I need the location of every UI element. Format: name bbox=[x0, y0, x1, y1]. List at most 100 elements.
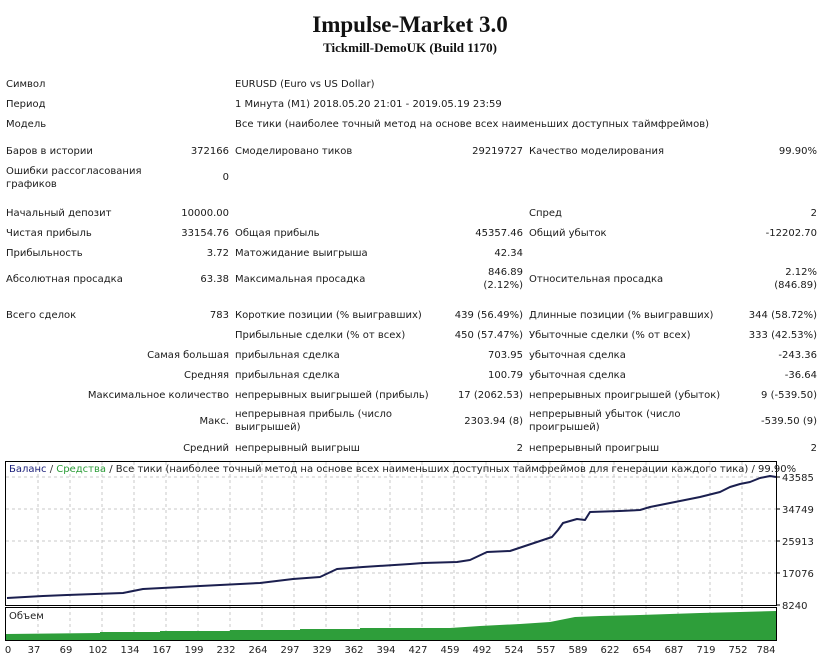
average-profit-label: прибыльная сделка bbox=[235, 370, 340, 381]
max-cons-losses-value: 9 (-539.50) bbox=[761, 390, 817, 401]
long-label: Длинные позиции (% выигравших) bbox=[529, 310, 714, 321]
total-trades-value: 783 bbox=[209, 310, 229, 321]
average-profit-value: 100.79 bbox=[488, 370, 523, 381]
legend-equity: Средства bbox=[56, 464, 106, 475]
max-cons-loss-label-1: непрерывный убыток (число bbox=[529, 409, 681, 420]
svg-text:654: 654 bbox=[632, 645, 651, 656]
average-loss-label: убыточная сделка bbox=[529, 370, 626, 381]
abs-drawdown-label: Абсолютная просадка bbox=[6, 274, 123, 285]
max-cons-profit-label-1: непрерывная прибыль (число bbox=[235, 409, 392, 420]
balance-chart: Баланс / Средства / Все тики (наиболее т… bbox=[5, 461, 814, 656]
max-label: Макс. bbox=[199, 416, 229, 427]
svg-text:25913: 25913 bbox=[782, 537, 814, 548]
average-loss-value: -36.64 bbox=[784, 370, 817, 381]
balance-line bbox=[6, 475, 777, 599]
max-cons-wins-label: непрерывных выигрышей (прибыль) bbox=[235, 390, 429, 401]
svg-text:232: 232 bbox=[216, 645, 235, 656]
svg-text:199: 199 bbox=[184, 645, 203, 656]
svg-text:8240: 8240 bbox=[782, 601, 807, 612]
profit-factor-label: Прибыльность bbox=[6, 248, 83, 259]
svg-text:264: 264 bbox=[248, 645, 267, 656]
svg-text:102: 102 bbox=[88, 645, 107, 656]
loss-trades-value: 333 (42.53%) bbox=[748, 330, 817, 341]
volume-label: Объем bbox=[9, 611, 44, 622]
report-title: Impulse-Market 3.0 bbox=[312, 12, 508, 37]
largest-profit-value: 703.95 bbox=[488, 350, 523, 361]
ticks-value: 29219727 bbox=[472, 146, 523, 157]
svg-text:134: 134 bbox=[120, 645, 139, 656]
expected-payoff-label: Матожидание выигрыша bbox=[235, 248, 368, 259]
avg-cons-losses-label: непрерывный проигрыш bbox=[529, 443, 660, 454]
net-profit-value: 33154.76 bbox=[181, 228, 229, 239]
svg-text:459: 459 bbox=[440, 645, 459, 656]
ticks-label: Смоделировано тиков bbox=[235, 146, 353, 157]
short-value: 439 (56.49%) bbox=[454, 310, 523, 321]
gross-loss-value: -12202.70 bbox=[765, 228, 817, 239]
net-profit-label: Чистая прибыль bbox=[6, 228, 92, 239]
volume-panel-frame bbox=[5, 607, 777, 641]
x-axis: 0 37 69 102 134 167 199 232 264 297 329 … bbox=[5, 645, 776, 656]
avg-cons-wins-label: непрерывный выигрыш bbox=[235, 443, 360, 454]
report-subtitle: Tickmill-DemoUK (Build 1170) bbox=[323, 40, 497, 55]
loss-trades-label: Убыточные сделки (% от всех) bbox=[529, 330, 691, 341]
avg-cons-losses-value: 2 bbox=[810, 443, 817, 454]
max-drawdown-value: 846.89 bbox=[488, 267, 523, 278]
largest-loss-value: -243.36 bbox=[778, 350, 817, 361]
svg-text:752: 752 bbox=[728, 645, 747, 656]
largest-profit-label: прибыльная сделка bbox=[235, 350, 340, 361]
max-cons-wins-value: 17 (2062.53) bbox=[457, 390, 523, 401]
symbol-label: Символ bbox=[6, 79, 46, 90]
chart-legend: Баланс / Средства / Все тики (наиболее т… bbox=[9, 464, 796, 475]
svg-text:784: 784 bbox=[756, 645, 775, 656]
quality-label: Качество моделирования bbox=[529, 146, 664, 157]
long-value: 344 (58.72%) bbox=[748, 310, 817, 321]
abs-drawdown-value: 63.38 bbox=[200, 274, 229, 285]
deposit-label: Начальный депозит bbox=[6, 208, 112, 219]
svg-text:34749: 34749 bbox=[782, 505, 814, 516]
svg-text:687: 687 bbox=[664, 645, 683, 656]
largest-label: Самая большая bbox=[147, 350, 229, 361]
svg-text:427: 427 bbox=[408, 645, 427, 656]
period-value: 1 Минута (M1) 2018.05.20 21:01 - 2019.05… bbox=[235, 99, 502, 110]
max-cons-profit-value: 2303.94 (8) bbox=[464, 416, 523, 427]
volume-area bbox=[6, 611, 776, 641]
svg-text:17076: 17076 bbox=[782, 569, 814, 580]
legend-balance: Баланс bbox=[9, 464, 47, 475]
deposit-value: 10000.00 bbox=[181, 208, 229, 219]
spread-value: 2 bbox=[810, 208, 817, 219]
svg-text:362: 362 bbox=[344, 645, 363, 656]
bars-label: Баров в истории bbox=[6, 146, 93, 157]
bars-value: 372166 bbox=[190, 146, 229, 157]
rel-drawdown-percent: 2.12% bbox=[785, 267, 817, 278]
max-drawdown-percent: (2.12%) bbox=[483, 280, 523, 291]
max-cons-loss-label-2: проигрышей) bbox=[529, 422, 600, 433]
svg-text:589: 589 bbox=[568, 645, 587, 656]
svg-text:69: 69 bbox=[60, 645, 73, 656]
svg-text:719: 719 bbox=[696, 645, 715, 656]
max-cons-losses-label: непрерывных проигрышей (убыток) bbox=[529, 390, 721, 401]
average-label: Средняя bbox=[184, 370, 229, 381]
svg-text:557: 557 bbox=[536, 645, 555, 656]
svg-text:297: 297 bbox=[280, 645, 299, 656]
avg-cons-wins-value: 2 bbox=[516, 443, 523, 454]
svg-text:394: 394 bbox=[376, 645, 395, 656]
y-axis: 43585 34749 25913 17076 8240 bbox=[776, 473, 814, 612]
max-count-label: Максимальное количество bbox=[87, 390, 229, 401]
svg-text:492: 492 bbox=[472, 645, 491, 656]
expected-payoff-value: 42.34 bbox=[494, 248, 523, 259]
rel-drawdown-label: Относительная просадка bbox=[529, 274, 664, 285]
avg-label: Средний bbox=[183, 443, 229, 454]
period-label: Период bbox=[6, 99, 46, 110]
profit-trades-value: 450 (57.47%) bbox=[454, 330, 523, 341]
total-trades-label: Всего сделок bbox=[6, 310, 77, 321]
legend-description: / Все тики (наиболее точный метод на осн… bbox=[106, 464, 796, 475]
model-value: Все тики (наиболее точный метод на основ… bbox=[235, 119, 710, 130]
svg-text:37: 37 bbox=[28, 645, 41, 656]
svg-text:43585: 43585 bbox=[782, 473, 814, 484]
chart-grid bbox=[6, 462, 776, 641]
gross-profit-value: 45357.46 bbox=[475, 228, 523, 239]
symbol-value: EURUSD (Euro vs US Dollar) bbox=[235, 79, 375, 90]
gross-profit-label: Общая прибыль bbox=[235, 228, 320, 239]
mismatch-value: 0 bbox=[222, 172, 229, 183]
short-label: Короткие позиции (% выигравших) bbox=[235, 310, 422, 321]
